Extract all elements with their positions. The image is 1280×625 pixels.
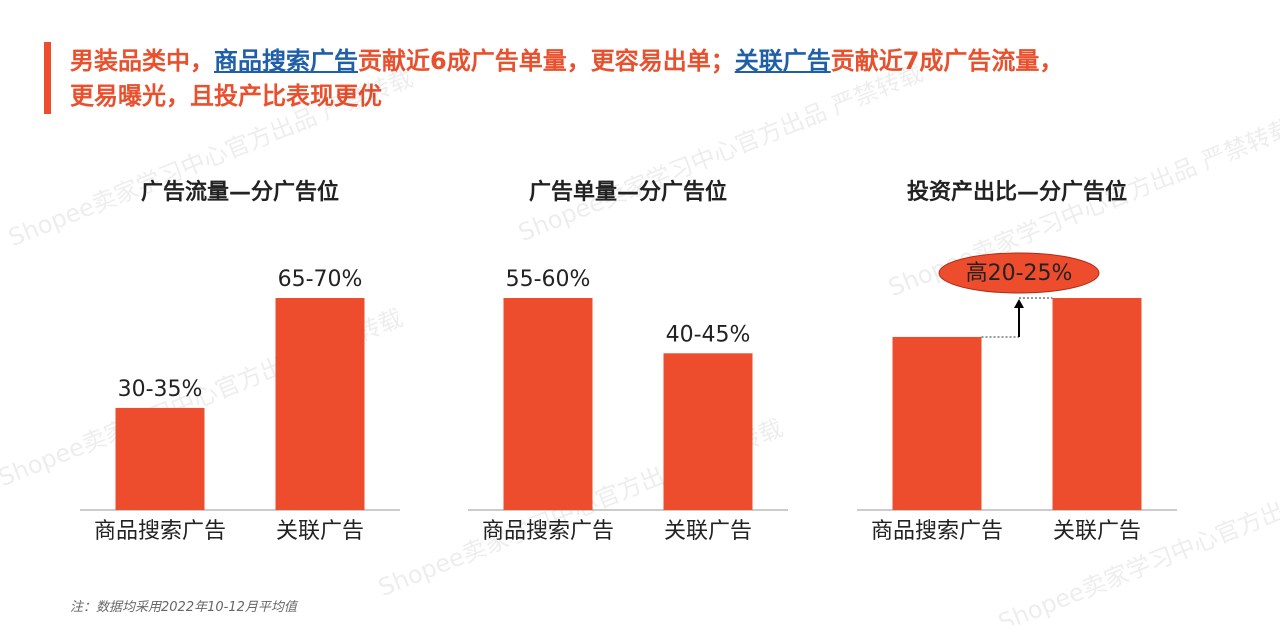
chart-title: 投资产出比—分广告位 xyxy=(907,179,1127,205)
title-text: 贡献近6成广告单量，更容易出单； xyxy=(358,47,735,75)
category-label: 关联广告 xyxy=(1053,519,1141,544)
title-text: 更易曝光，且投产比表现更优 xyxy=(70,82,382,110)
category-label: 商品搜索广告 xyxy=(871,519,1003,544)
arrow-head xyxy=(1014,299,1024,308)
bar xyxy=(115,407,205,510)
chart-title: 广告流量—分广告位 xyxy=(141,179,339,205)
accent-bar xyxy=(44,42,51,114)
chart-title: 广告单量—分广告位 xyxy=(529,179,727,205)
title-line: 更易曝光，且投产比表现更优 xyxy=(70,79,1063,114)
bar xyxy=(1052,298,1142,510)
annotation: 高20-25% xyxy=(966,261,1073,286)
category-label: 商品搜索广告 xyxy=(482,519,614,544)
title-line: 男装品类中，商品搜索广告贡献近6成广告单量，更容易出单；关联广告贡献近7成广告流… xyxy=(70,44,1063,79)
title: 男装品类中，商品搜索广告贡献近6成广告单量，更容易出单；关联广告贡献近7成广告流… xyxy=(70,44,1063,114)
bar xyxy=(663,353,753,510)
bar xyxy=(275,298,365,510)
annotation-bubble xyxy=(938,252,1100,294)
title-link: 关联广告 xyxy=(734,47,831,75)
category-label: 关联广告 xyxy=(276,519,364,544)
category-label: 关联广告 xyxy=(664,519,752,544)
bar xyxy=(892,336,982,510)
note: 注：数据均采用2022年10-12月平均值 xyxy=(70,600,297,615)
title-link: 商品搜索广告 xyxy=(214,47,358,75)
watermark: Shopee卖家学习中心官方出品 严禁转载 xyxy=(4,64,416,252)
title-text: 男装品类中， xyxy=(70,47,214,75)
bar xyxy=(503,298,593,510)
watermark: Shopee卖家学习中心官方出品 严禁转载 xyxy=(514,59,926,247)
title-text: 贡献近7成广告流量， xyxy=(830,47,1064,75)
value-label: 40-45% xyxy=(666,322,751,347)
category-label: 商品搜索广告 xyxy=(94,519,226,544)
value-label: 30-35% xyxy=(118,377,203,402)
value-label: 55-60% xyxy=(506,267,591,292)
value-label: 65-70% xyxy=(278,267,363,292)
